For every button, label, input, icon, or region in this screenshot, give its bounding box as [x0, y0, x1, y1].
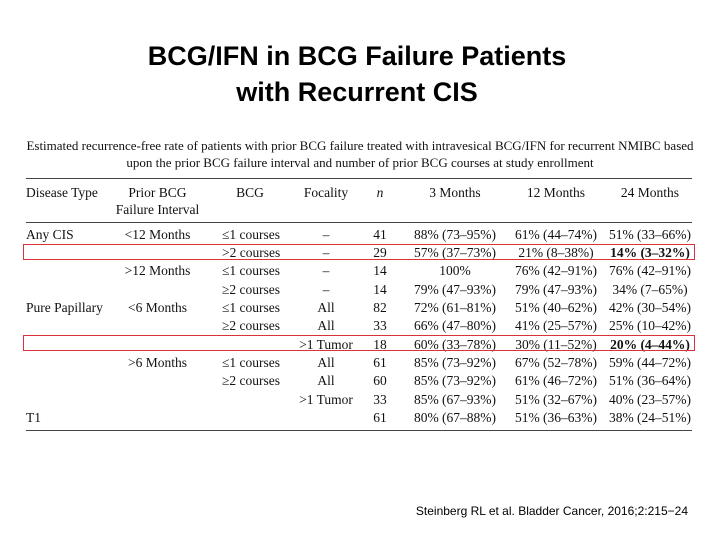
cell-m24: 34% (7–65%) — [612, 282, 688, 297]
cell-n: 14 — [373, 263, 387, 278]
cell-m12: 61% (44–74%) — [514, 227, 598, 242]
cell-m12: 30% (11–52%) — [515, 337, 597, 352]
cell-m24: 14% (3–32%) — [610, 245, 690, 260]
cell-m3: 85% (73–92%) — [413, 355, 497, 370]
cell-m12: 51% (40–62%) — [514, 300, 598, 315]
cell-focality: All — [317, 373, 335, 388]
cell-n: 33 — [373, 392, 387, 407]
cell-m12: 51% (32–67%) — [514, 392, 598, 407]
cell-m12: 67% (52–78%) — [514, 355, 598, 370]
cell-m12: 41% (25–57%) — [514, 318, 598, 333]
cell-focality: All — [317, 300, 335, 315]
cell-m3: 80% (67–88%) — [413, 410, 497, 425]
cell-m3: 60% (33–78%) — [413, 337, 497, 352]
header-12-months: 12 Months — [526, 185, 586, 200]
cell-n: 18 — [373, 337, 387, 352]
cell-disease: Any CIS — [26, 227, 74, 242]
highlight-box-row-7 — [23, 335, 695, 351]
cell-m24: 42% (30–54%) — [608, 300, 692, 315]
cell-focality: – — [322, 227, 330, 242]
highlight-box-row-2 — [23, 244, 695, 260]
cell-m3: 57% (37–73%) — [413, 245, 497, 260]
cell-n: 33 — [373, 318, 387, 333]
cell-m3: 85% (73–92%) — [413, 373, 497, 388]
table-bottom-rule — [26, 430, 692, 431]
cell-n: 29 — [373, 245, 387, 260]
cell-bcg: ≤1 courses — [222, 355, 281, 370]
cell-focality: – — [322, 245, 330, 260]
cell-focality: All — [317, 318, 335, 333]
cell-m3: 66% (47–80%) — [413, 318, 497, 333]
cell-interval: >6 Months — [128, 355, 187, 370]
header-prior-bcg-line2: Failure Interval — [115, 202, 200, 217]
cell-m12: 79% (47–93%) — [514, 282, 598, 297]
cell-m24: 59% (44–72%) — [608, 355, 692, 370]
citation: Steinberg RL et al. Bladder Cancer, 2016… — [415, 504, 688, 518]
header-bcg: BCG — [236, 185, 264, 200]
cell-m3: 79% (47–93%) — [413, 282, 497, 297]
cell-m12: 76% (42–91%) — [514, 263, 598, 278]
header-n: n — [376, 185, 384, 200]
title-line-2: with Recurrent CIS — [236, 77, 478, 107]
cell-focality: – — [322, 282, 330, 297]
cell-bcg: ≤1 courses — [222, 263, 281, 278]
header-focality: Focality — [303, 185, 349, 200]
cell-bcg: ≤1 courses — [222, 300, 281, 315]
table-header-rule — [26, 222, 692, 223]
title-line-1: BCG/IFN in BCG Failure Patients — [147, 41, 567, 71]
cell-disease: T1 — [26, 410, 41, 425]
cell-bcg: >2 courses — [222, 245, 281, 260]
cell-bcg: ≥2 courses — [222, 318, 281, 333]
header-disease-type: Disease Type — [26, 185, 98, 200]
cell-m24: 76% (42–91%) — [608, 263, 692, 278]
cell-m24: 51% (33–66%) — [608, 227, 692, 242]
slide-title: BCG/IFN in BCG Failure Patients with Rec… — [0, 38, 714, 110]
table-top-rule — [26, 178, 692, 179]
cell-bcg: ≥2 courses — [222, 373, 281, 388]
header-prior-bcg-line1: Prior BCG — [128, 185, 187, 200]
cell-n: 61 — [373, 410, 387, 425]
cell-m24: 40% (23–57%) — [608, 392, 692, 407]
cell-m12: 21% (8–38%) — [518, 245, 594, 260]
cell-n: 14 — [373, 282, 387, 297]
cell-interval: <6 Months — [128, 300, 187, 315]
cell-bcg: ≤1 courses — [222, 227, 281, 242]
cell-disease: Pure Papillary — [26, 300, 103, 315]
cell-interval: <12 Months — [124, 227, 191, 242]
cell-n: 61 — [373, 355, 387, 370]
header-24-months: 24 Months — [620, 185, 680, 200]
cell-m12: 51% (36–63%) — [514, 410, 598, 425]
cell-m3: 85% (67–93%) — [413, 392, 497, 407]
header-prior-bcg: Prior BCG Failure Interval — [105, 184, 210, 218]
cell-m24: 38% (24–51%) — [608, 410, 692, 425]
header-3-months: 3 Months — [429, 185, 481, 200]
cell-m3: 100% — [439, 263, 471, 278]
cell-m12: 61% (46–72%) — [514, 373, 598, 388]
cell-focality: >1 Tumor — [299, 392, 353, 407]
cell-m24: 20% (4–44%) — [610, 337, 690, 352]
cell-n: 60 — [373, 373, 387, 388]
cell-n: 82 — [373, 300, 387, 315]
cell-focality: >1 Tumor — [299, 337, 353, 352]
cell-focality: – — [322, 263, 330, 278]
cell-focality: All — [317, 355, 335, 370]
cell-m3: 88% (73–95%) — [413, 227, 497, 242]
cell-m24: 25% (10–42%) — [608, 318, 692, 333]
cell-interval: >12 Months — [124, 263, 191, 278]
cell-m24: 51% (36–64%) — [608, 373, 692, 388]
cell-bcg: ≥2 courses — [222, 282, 281, 297]
cell-n: 41 — [373, 227, 387, 242]
table-caption: Estimated recurrence-free rate of patien… — [26, 138, 694, 170]
cell-m3: 72% (61–81%) — [413, 300, 497, 315]
